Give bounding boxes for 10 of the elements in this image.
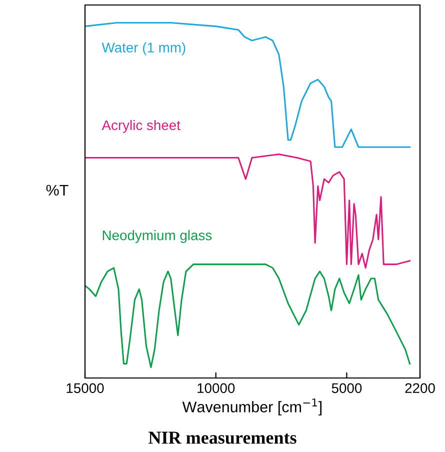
x-tick-label: 5000 [332, 383, 362, 394]
series-label: Neodymium glass [102, 230, 212, 244]
x-tick-label: 15000 [66, 383, 104, 394]
y-axis-title: %T [46, 184, 68, 196]
x-axis-title: Wavenumber [cm$^{−1}$] [182, 398, 322, 416]
x-tick-label: 2200 [405, 383, 435, 394]
text: NIR measurements [148, 432, 296, 444]
series-label: Water (1 mm) [102, 42, 186, 56]
x-tick-label: 10000 [198, 383, 235, 394]
series-label: Acrylic sheet [102, 120, 180, 133]
